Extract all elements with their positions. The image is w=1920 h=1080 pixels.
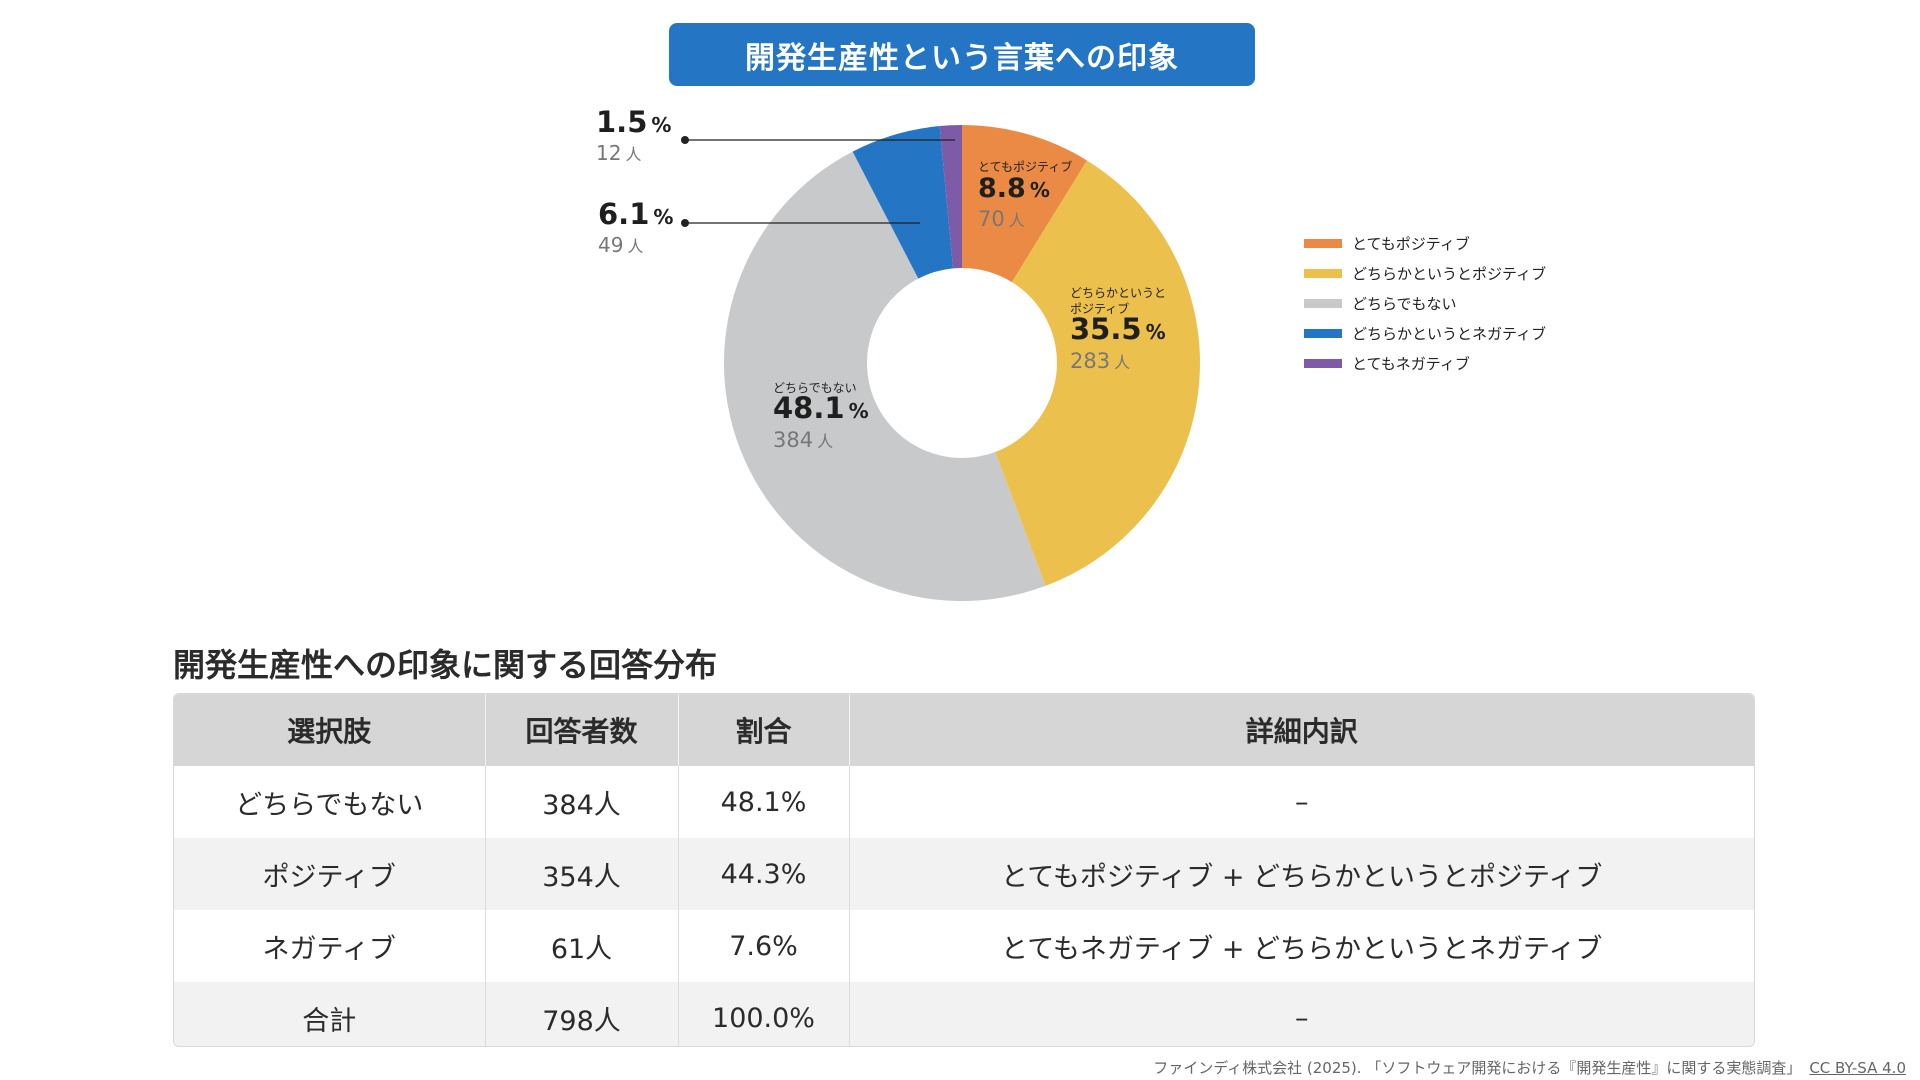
cell-ratio: 44.3%: [678, 838, 850, 910]
cell-ratio: 48.1%: [678, 766, 850, 838]
callout-dot-somewhat-negative: [681, 219, 689, 227]
response-table: 選択肢 回答者数 割合 詳細内訳 どちらでもない 384人 48.1% – ポジ…: [174, 694, 1754, 1046]
callout-dot-very-negative: [681, 136, 689, 144]
callout-count-very-negative: 12 人: [596, 141, 641, 165]
chart-legend: とてもポジティブどちらかというとポジティブ どちらでもないどちらかというとネガティ…: [1304, 228, 1546, 378]
header-choice: 選択肢: [174, 694, 486, 766]
cell-breakdown: –: [849, 982, 1754, 1046]
legend-item-somewhat-positive: どちらかというとポジティブ: [1304, 258, 1546, 288]
callout-count-somewhat-negative: 49 人: [598, 233, 643, 257]
legend-item-very-negative: とてもネガティブ: [1304, 348, 1546, 378]
callout-percent-very-negative: 1.5%: [596, 105, 671, 139]
legend-swatch: [1304, 358, 1342, 368]
pie-slice-neutral: [724, 151, 1046, 601]
pie-slice-very-negative: [939, 125, 962, 269]
chart-title: 開発生産性という言葉への印象: [669, 23, 1255, 86]
legend-swatch: [1304, 328, 1342, 338]
table-header-row: 選択肢 回答者数 割合 詳細内訳: [174, 694, 1754, 766]
table-row: どちらでもない 384人 48.1% –: [174, 766, 1754, 838]
callout-percent-somewhat-negative: 6.1%: [598, 197, 673, 231]
table-row: 合計 798人 100.0% –: [174, 982, 1754, 1046]
slice-label-somewhat-positive: どちらかというと: [1070, 286, 1166, 300]
slice-count-neutral: 384 人: [773, 428, 833, 452]
legend-item-neutral: どちらでもない: [1304, 288, 1546, 318]
cell-choice: どちらでもない: [174, 766, 486, 838]
slice-label-very-positive: とてもポジティブ: [978, 159, 1072, 174]
slice-count-somewhat-positive: 283 人: [1070, 349, 1130, 373]
cell-breakdown: –: [849, 766, 1754, 838]
legend-label: どちらかというとネガティブ: [1352, 324, 1547, 343]
cell-choice: 合計: [174, 982, 486, 1046]
slice-label-neutral: どちらでもない: [773, 381, 857, 395]
source-citation: ファインディ株式会社 (2025). 「ソフトウェア開発における『開発生産性』に…: [1153, 1059, 1802, 1077]
table-row: ネガティブ 61人 7.6% とてもネガティブ + どちらかというとネガティブ: [174, 910, 1754, 982]
table-row: ポジティブ 354人 44.3% とてもポジティブ + どちらかというとポジティ…: [174, 838, 1754, 910]
legend-item-very-positive: とてもポジティブ: [1304, 228, 1546, 258]
header-ratio: 割合: [678, 694, 850, 766]
cell-count: 61人: [485, 910, 679, 982]
license-link[interactable]: CC BY-SA 4.0: [1809, 1059, 1906, 1077]
cell-breakdown: とてもポジティブ + どちらかというとポジティブ: [849, 838, 1754, 910]
response-table-container: 選択肢 回答者数 割合 詳細内訳 どちらでもない 384人 48.1% – ポジ…: [173, 693, 1755, 1047]
cell-choice: ポジティブ: [174, 838, 486, 910]
cell-count: 384人: [485, 766, 679, 838]
table-title: 開発生産性への印象に関する回答分布: [173, 646, 718, 684]
legend-label: どちらかというとポジティブ: [1352, 264, 1547, 283]
slice-percent-very-positive: 8.8%: [978, 173, 1050, 204]
legend-label: とてもポジティブ: [1352, 234, 1470, 253]
cell-count: 798人: [485, 982, 679, 1046]
legend-swatch: [1304, 238, 1342, 248]
header-count: 回答者数: [485, 694, 679, 766]
legend-label: とてもネガティブ: [1352, 354, 1470, 373]
slice-count-very-positive: 70 人: [978, 207, 1025, 231]
source-footer: ファインディ株式会社 (2025). 「ソフトウェア開発における『開発生産性』に…: [1153, 1057, 1906, 1078]
cell-count: 354人: [485, 838, 679, 910]
legend-item-somewhat-negative: どちらかというとネガティブ: [1304, 318, 1546, 348]
cell-breakdown: とてもネガティブ + どちらかというとネガティブ: [849, 910, 1754, 982]
cell-ratio: 7.6%: [678, 910, 850, 982]
legend-swatch: [1304, 298, 1342, 308]
pie-slice-somewhat-negative: [852, 126, 954, 279]
header-breakdown: 詳細内訳: [849, 694, 1754, 766]
cell-choice: ネガティブ: [174, 910, 486, 982]
pie-slice-very-positive: [962, 125, 1087, 283]
pie-slice-somewhat-positive: [995, 160, 1200, 586]
slice-label-somewhat-positive: ポジティブ: [1070, 301, 1129, 316]
cell-ratio: 100.0%: [678, 982, 850, 1046]
legend-label: どちらでもない: [1352, 294, 1457, 313]
legend-swatch: [1304, 268, 1342, 278]
